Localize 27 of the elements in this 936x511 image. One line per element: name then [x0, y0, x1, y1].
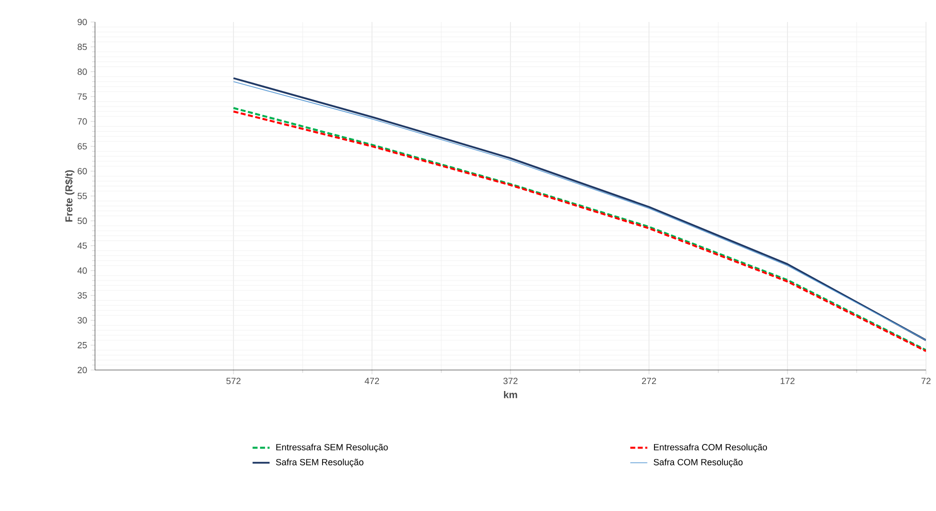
y-tick-label: 80: [78, 68, 87, 75]
x-tick-label: 172: [780, 378, 795, 384]
legend-label: Entressafra COM Resolução: [654, 444, 767, 452]
y-tick-label: 40: [77, 267, 87, 274]
y-tick-label: 55: [78, 192, 87, 200]
y-tick-label: 45: [77, 242, 87, 249]
y-tick-label: 35: [78, 292, 87, 299]
y-tick-label: 20: [78, 366, 87, 374]
y-tick-label: 50: [78, 218, 87, 224]
legend-label: Safra SEM Resolução: [276, 458, 364, 468]
x-tick-label: 72: [921, 378, 931, 384]
x-axis-title: km: [504, 390, 518, 398]
x-tick-label: 272: [642, 378, 656, 384]
legend-label: Safra COM Resolução: [654, 458, 743, 468]
y-tick-label: 65: [78, 143, 87, 150]
y-tick-label: 60: [78, 168, 87, 174]
y-axis-title: Frete (R$/t): [64, 170, 74, 222]
x-tick-label: 572: [226, 378, 241, 384]
x-tick-label: 372: [503, 378, 518, 384]
y-tick-label: 70: [78, 118, 87, 125]
legend-label: Entressafra SEM Resolução: [276, 444, 388, 452]
y-tick-label: 90: [78, 18, 87, 26]
y-tick-label: 25: [78, 342, 87, 348]
x-tick-label: 472: [364, 378, 380, 384]
y-tick-label: 30: [78, 317, 87, 324]
y-tick-label: 75: [78, 93, 87, 100]
y-tick-label: 85: [78, 44, 87, 50]
